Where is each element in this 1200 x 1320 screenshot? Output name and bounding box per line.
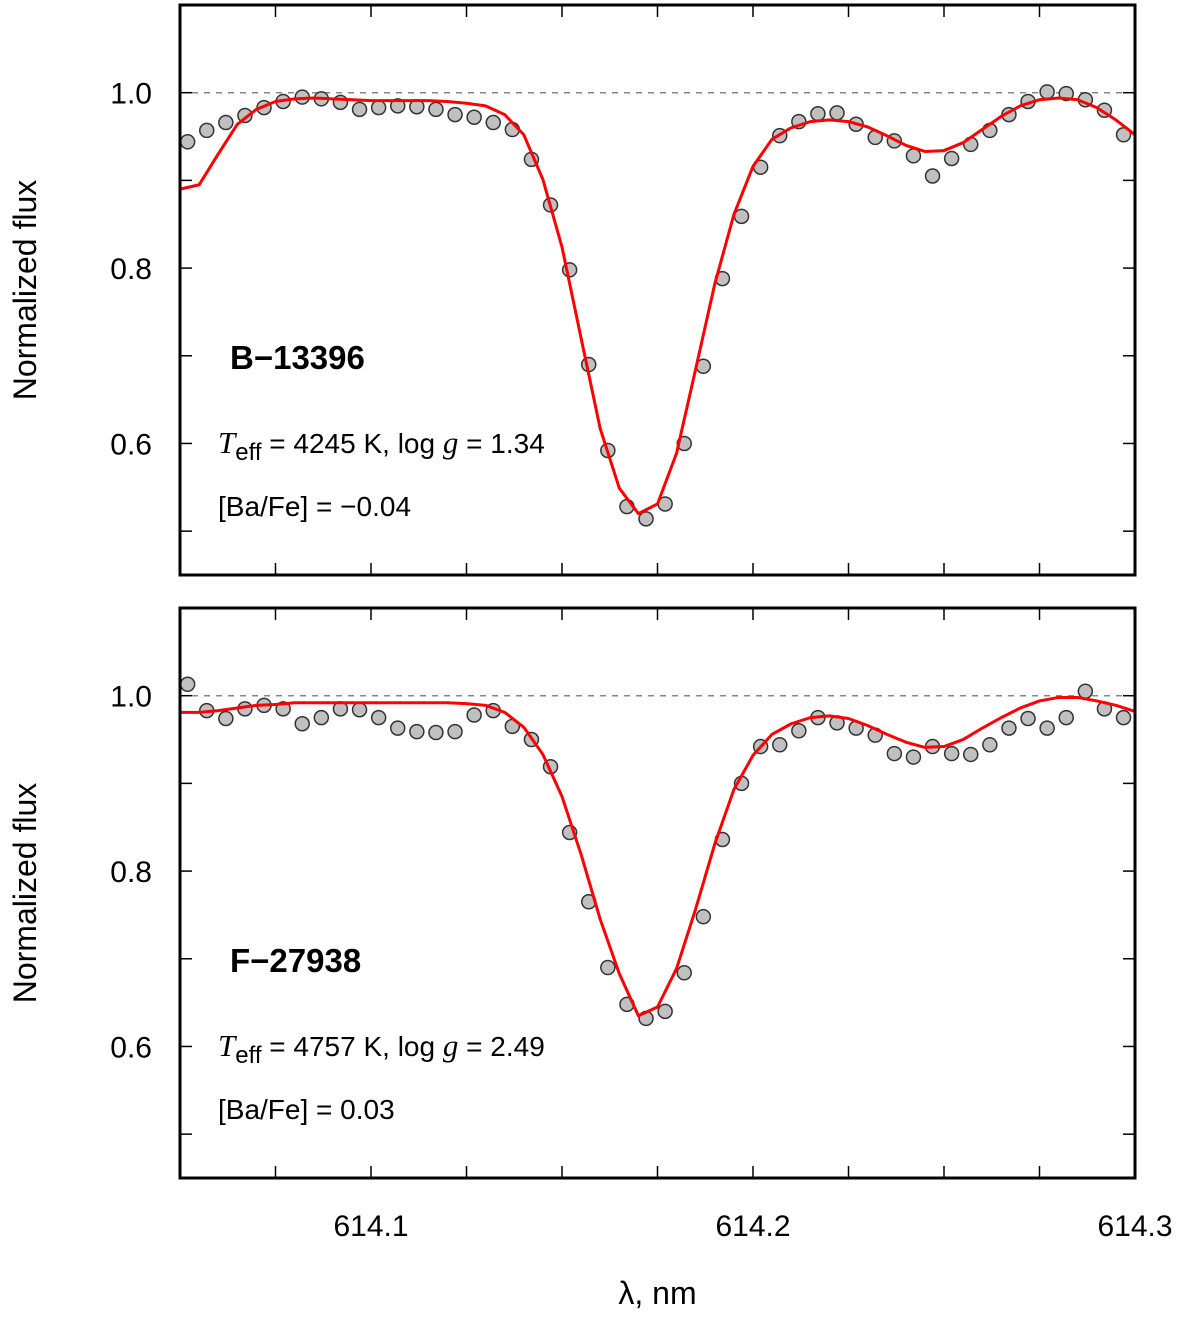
data-point (791, 723, 807, 739)
model-line (180, 96, 1135, 516)
param-segment: g (443, 425, 459, 460)
x-tick-label: 614.2 (715, 1210, 790, 1243)
data-point (370, 99, 387, 116)
data-point (180, 134, 196, 150)
y-tick-label: 0.8 (110, 253, 152, 286)
star-name: F−27938 (230, 942, 361, 979)
plot-area (180, 676, 1135, 1027)
param-segment: = 2.49 (458, 1031, 544, 1062)
data-point (180, 676, 196, 693)
param-segment: eff (235, 439, 262, 466)
y-tick-label: 0.6 (110, 1031, 152, 1064)
data-point (447, 106, 463, 123)
plot-area (180, 84, 1135, 527)
data-point (943, 745, 960, 762)
stellar-params: Teff = 4245 K, log g = 1.34 (218, 425, 545, 466)
data-point (1020, 710, 1036, 727)
data-point (905, 148, 922, 164)
param-segment: T (218, 1028, 238, 1063)
param-segment: = 1.34 (458, 428, 544, 459)
x-axis-label: λ, nm (618, 1275, 696, 1311)
data-point (1077, 683, 1094, 700)
data-point (389, 98, 406, 114)
data-point (409, 723, 425, 740)
param-segment: g (443, 1028, 459, 1063)
data-point (485, 114, 501, 131)
data-point (600, 959, 616, 976)
plot-frame (178, 3, 1137, 577)
data-point (638, 511, 654, 527)
x-tick-label: 614.1 (333, 1210, 408, 1243)
data-point (332, 94, 349, 111)
data-point (466, 109, 482, 125)
data-point (428, 101, 444, 118)
abundance: [Ba/Fe] = 0.03 (218, 1094, 395, 1125)
data-point (886, 745, 903, 762)
data-point (676, 965, 692, 981)
data-point (962, 746, 979, 763)
y-tick-label: 1.0 (110, 681, 152, 714)
data-point (466, 707, 482, 723)
data-point (943, 150, 960, 167)
x-tick-label: 614.3 (1097, 1210, 1172, 1243)
data-point (771, 737, 788, 753)
data-point (198, 122, 215, 139)
data-point (1115, 709, 1132, 726)
data-point (695, 908, 712, 925)
data-point (829, 105, 845, 121)
data-point (351, 101, 368, 118)
stellar-params: Teff = 4757 K, log g = 2.49 (218, 1028, 545, 1069)
param-segment: eff (235, 1042, 262, 1069)
data-point (982, 737, 998, 753)
model-line (180, 695, 1135, 1018)
star-name: B−13396 (230, 339, 365, 376)
y-tick-label: 0.8 (110, 856, 152, 889)
param-segment: T (218, 425, 238, 460)
data-point (924, 168, 941, 184)
data-point (1001, 720, 1017, 736)
data-point (1058, 709, 1074, 726)
data-point (657, 1003, 673, 1020)
data-point (351, 701, 368, 718)
data-point (1039, 720, 1055, 736)
data-point (1115, 127, 1132, 143)
data-point (428, 724, 444, 741)
data-point (1039, 84, 1055, 100)
data-point (218, 710, 234, 727)
data-point (810, 105, 826, 122)
y-axis-label: Normalized flux (7, 180, 43, 401)
data-point (313, 709, 330, 726)
data-point (447, 723, 463, 740)
abundance: [Ba/Fe] = −0.04 (218, 491, 411, 522)
param-segment: = 4757 K, log (262, 1031, 443, 1062)
data-point (370, 709, 387, 726)
data-point (294, 716, 310, 732)
y-tick-label: 1.0 (110, 78, 152, 111)
plot-frame (178, 606, 1137, 1180)
data-point (237, 107, 253, 124)
y-axis-label: Normalized flux (7, 783, 43, 1004)
data-point (905, 749, 922, 765)
y-tick-label: 0.6 (110, 428, 152, 461)
param-segment: = 4245 K, log (262, 428, 443, 459)
data-point (218, 114, 234, 131)
data-point (389, 720, 406, 736)
